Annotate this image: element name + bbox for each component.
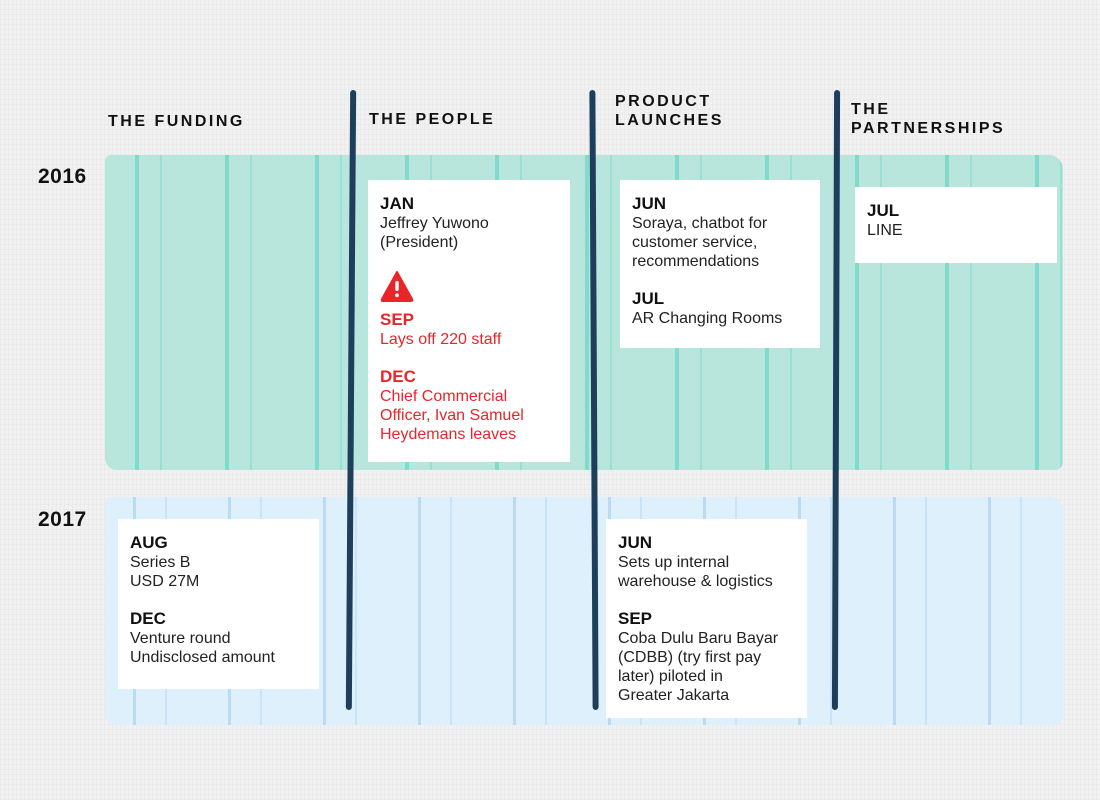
- event-month: DEC: [380, 367, 416, 386]
- card-partnerships-2016: JUL LINE: [855, 187, 1057, 263]
- header-product-launches: PRODUCT LAUNCHES: [615, 93, 724, 129]
- card-people-2016: JAN Jeffrey Yuwono (President) SEP Lays …: [368, 180, 570, 462]
- event-entry: DEC Venture round Undisclosed amount: [130, 609, 307, 667]
- event-detail: AR Changing Rooms: [632, 310, 783, 327]
- warning-icon: [380, 271, 414, 302]
- year-label-2017: 2017: [38, 508, 87, 531]
- event-entry: JUL LINE: [867, 201, 1045, 240]
- event-entry: AUG Series B USD 27M: [130, 533, 307, 591]
- event-entry: JAN Jeffrey Yuwono (President): [380, 194, 558, 252]
- event-month: SEP: [618, 609, 653, 628]
- event-month: SEP: [380, 310, 415, 329]
- event-detail: Coba Dulu Baru Bayar (CDBB) (try first p…: [618, 630, 779, 704]
- card-funding-2017: AUG Series B USD 27M DEC Venture round U…: [118, 519, 319, 689]
- event-entry: JUL AR Changing Rooms: [632, 289, 808, 328]
- year-label-2016: 2016: [38, 165, 87, 188]
- event-entry: SEP Coba Dulu Baru Bayar (CDBB) (try fir…: [618, 609, 795, 705]
- event-entry: JUN Soraya, chatbot for customer service…: [632, 194, 808, 271]
- event-month: JUN: [632, 194, 667, 213]
- event-detail: Chief Commercial Officer, Ivan Samuel He…: [380, 388, 524, 443]
- event-month: JUL: [867, 201, 900, 220]
- event-month: JAN: [380, 194, 415, 213]
- header-partnerships: THE PARTNERSHIPS: [851, 101, 1006, 137]
- event-detail: Lays off 220 staff: [380, 331, 502, 348]
- event-detail: LINE: [867, 222, 903, 239]
- card-products-2017: JUN Sets up internal warehouse & logisti…: [606, 519, 807, 718]
- event-entry: SEP Lays off 220 staff: [380, 310, 558, 349]
- event-detail: Sets up internal warehouse & logistics: [618, 554, 773, 590]
- header-funding: THE FUNDING: [108, 113, 245, 130]
- event-month: JUL: [632, 289, 665, 308]
- card-products-2016: JUN Soraya, chatbot for customer service…: [620, 180, 820, 348]
- event-detail: Venture round Undisclosed amount: [130, 630, 275, 666]
- event-month: AUG: [130, 533, 168, 552]
- event-entry: JUN Sets up internal warehouse & logisti…: [618, 533, 795, 591]
- event-detail: Series B USD 27M: [130, 554, 200, 590]
- event-detail: Jeffrey Yuwono (President): [380, 215, 489, 251]
- event-month: DEC: [130, 609, 166, 628]
- event-detail: Soraya, chatbot for customer service, re…: [632, 215, 768, 270]
- event-entry: DEC Chief Commercial Officer, Ivan Samue…: [380, 367, 558, 444]
- event-month: JUN: [618, 533, 653, 552]
- header-people: THE PEOPLE: [369, 111, 496, 128]
